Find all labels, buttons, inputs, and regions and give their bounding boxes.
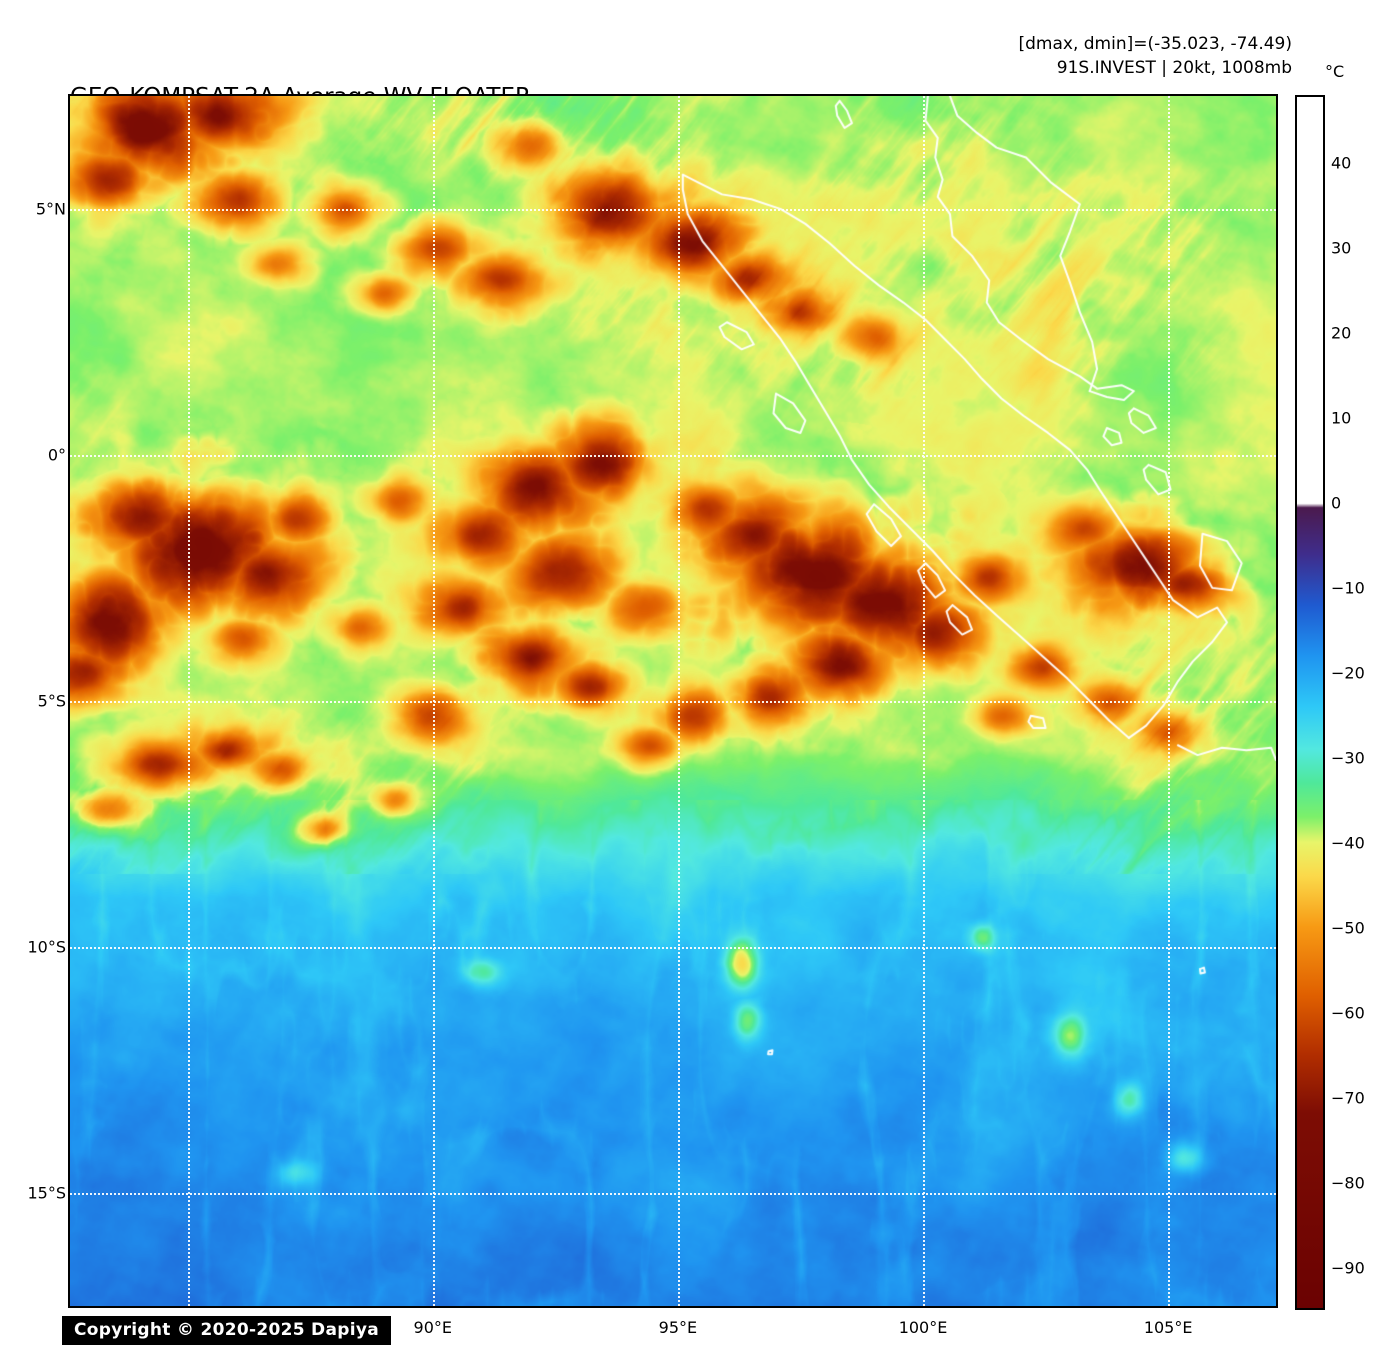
colorbar-tick-label: −50 [1331, 918, 1365, 938]
gridline-longitude [432, 96, 435, 1306]
gridline-longitude [923, 96, 926, 1306]
colorbar-tick-label: −90 [1331, 1258, 1365, 1278]
lat-lon-gridlines [70, 96, 1276, 1306]
colorbar-unit-label: °C [1325, 62, 1345, 81]
gridline-latitude [70, 946, 1276, 949]
colorbar-tick-label: 10 [1331, 408, 1352, 428]
latitude-tick-label: 5°N [35, 199, 66, 219]
colorbar-tick-label: 30 [1331, 238, 1352, 258]
longitude-tick-label: 90°E [413, 1318, 452, 1337]
dmax-dmin-label: [dmax, dmin]=(-35.023, -74.49) [1018, 34, 1293, 54]
storm-info-label: 91S.INVEST | 20kt, 1008mb [1056, 58, 1292, 78]
latitude-tick-label: 0° [47, 445, 66, 465]
colorbar-tick-label: −10 [1331, 578, 1365, 598]
colorbar-tick-label: 20 [1331, 323, 1352, 343]
colorbar-tick-label: 40 [1331, 153, 1352, 173]
colorbar-tick-label: 0 [1331, 493, 1342, 513]
copyright-watermark: Copyright © 2020-2025 Dapiya [62, 1316, 391, 1345]
latitude-tick-label: 15°S [27, 1183, 66, 1203]
satellite-map[interactable] [68, 94, 1278, 1308]
colorbar-tick-label: −60 [1331, 1003, 1365, 1023]
latitude-tick-label: 10°S [27, 937, 66, 957]
gridline-latitude [70, 455, 1276, 458]
longitude-tick-label: 95°E [658, 1318, 698, 1337]
gridline-longitude [1168, 96, 1171, 1306]
colorbar-tick-label: −30 [1331, 748, 1365, 768]
longitude-tick-label: 105°E [1143, 1318, 1193, 1337]
gridline-latitude [70, 701, 1276, 703]
colorbar-tick-label: −70 [1331, 1088, 1365, 1108]
gridline-longitude [677, 96, 680, 1306]
colorbar-tick-label: −80 [1331, 1173, 1365, 1193]
longitude-tick-label: 100°E [898, 1318, 948, 1337]
colorbar[interactable] [1295, 95, 1325, 1310]
gridline-latitude [70, 1192, 1276, 1195]
gridline-longitude [187, 96, 190, 1306]
metadata-block: [dmax, dmin]=(-35.023, -74.49) 91S.INVES… [1019, 32, 1293, 80]
colorbar-tick-label: −20 [1331, 663, 1365, 683]
gridline-latitude [70, 209, 1276, 212]
colorbar-gradient [1297, 97, 1323, 1308]
colorbar-tick-label: −40 [1331, 833, 1365, 853]
latitude-tick-label: 5°S [37, 691, 66, 711]
